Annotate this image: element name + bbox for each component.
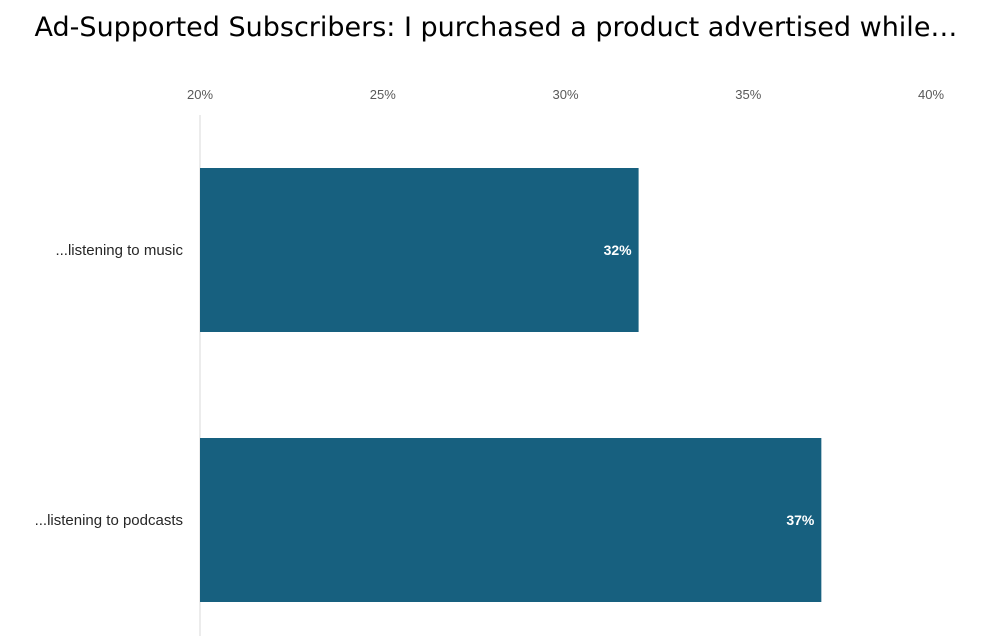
data-label: 37%: [786, 512, 815, 528]
bars: [200, 168, 822, 602]
x-tick-label: 20%: [187, 87, 213, 102]
category-label: ...listening to music: [55, 242, 183, 259]
x-tick-label: 30%: [552, 87, 578, 102]
category-label: ...listening to podcasts: [35, 512, 183, 529]
chart-title: Ad-Supported Subscribers: I purchased a …: [34, 12, 958, 43]
category-labels: ...listening to music ...listening to pod…: [35, 242, 184, 529]
x-tick-label: 40%: [918, 87, 944, 102]
data-labels: 32% 37%: [604, 242, 815, 528]
bar: [200, 438, 822, 602]
data-label: 32%: [604, 242, 633, 258]
x-tick-label: 25%: [370, 87, 396, 102]
x-tick-label: 35%: [735, 87, 761, 102]
x-axis-ticks: 20% 25% 30% 35% 40%: [187, 87, 944, 102]
bar: [200, 168, 639, 332]
